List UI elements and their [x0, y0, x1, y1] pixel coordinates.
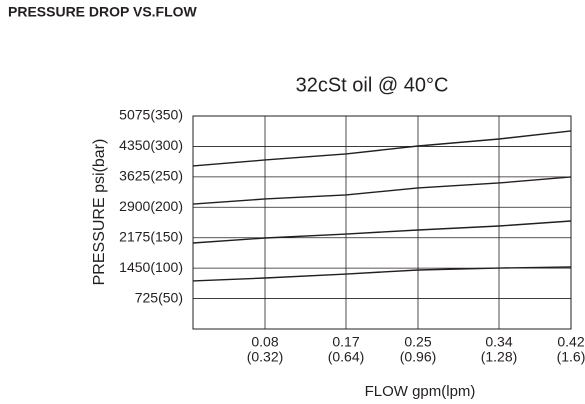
chart-title: 32cSt oil @ 40°C: [296, 74, 449, 96]
y-axis-label: PRESSURE psi(bar): [91, 139, 108, 286]
y-tick-label: 4350(300): [119, 137, 183, 153]
x-tick-sublabel: (1.28): [481, 349, 518, 365]
page-heading: PRESSURE DROP VS.FLOW: [8, 4, 198, 20]
x-axis-label: FLOW gpm(lpm): [365, 383, 476, 400]
x-tick-sublabel: (0.32): [247, 349, 284, 365]
y-tick-label: 5075(350): [119, 107, 183, 123]
plot-frame: [192, 115, 572, 330]
x-tick-sublabel: (1.6): [557, 349, 585, 365]
x-tick-label: 0.08: [251, 334, 278, 350]
curve: [192, 176, 572, 205]
curve: [192, 220, 572, 244]
y-tick-label: 725(50): [135, 289, 183, 305]
x-tick-sublabel: (0.64): [328, 349, 365, 365]
curve: [192, 130, 572, 167]
x-tick-label: 0.17: [332, 334, 359, 350]
x-tick-label: 0.34: [485, 334, 512, 350]
y-tick-label: 2900(200): [119, 198, 183, 214]
curve: [192, 266, 572, 282]
x-tick-label: 0.25: [404, 334, 431, 350]
y-tick-label: 2175(150): [119, 228, 183, 244]
x-tick-sublabel: (0.96): [400, 349, 437, 365]
y-tick-label: 3625(250): [119, 168, 183, 184]
x-tick-label: 0.42: [557, 334, 584, 350]
y-tick-label: 1450(100): [119, 259, 183, 275]
